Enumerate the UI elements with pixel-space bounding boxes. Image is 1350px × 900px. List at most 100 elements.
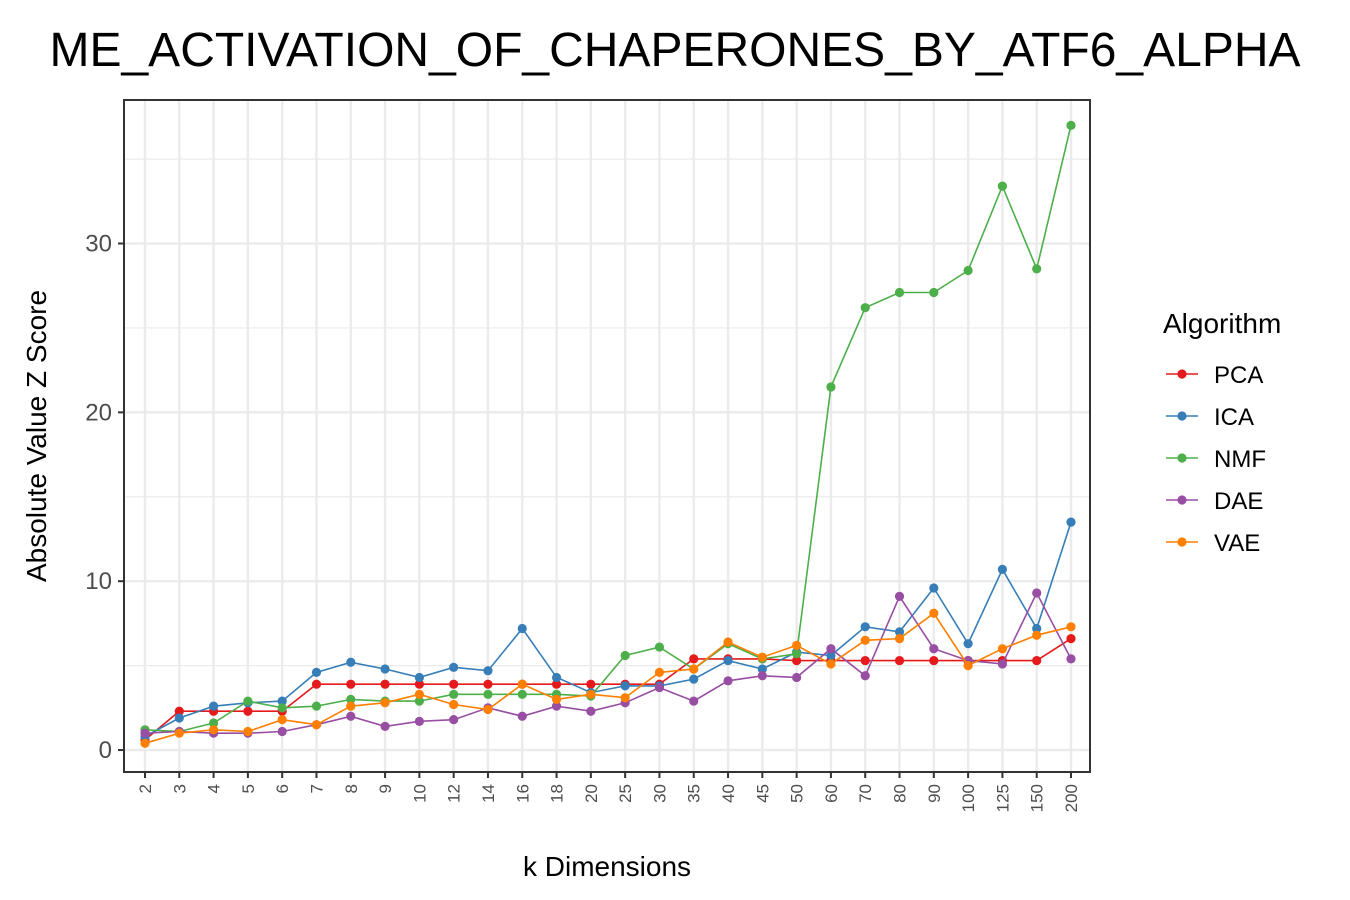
data-point-dae [586, 706, 596, 716]
legend-title: Algorithm [1163, 308, 1281, 339]
x-tick-label: 18 [548, 784, 567, 803]
x-axis-title: k Dimensions [523, 851, 691, 882]
x-tick-label: 45 [753, 784, 772, 803]
legend-key-point-dae [1177, 495, 1187, 505]
x-tick-label: 70 [856, 784, 875, 803]
data-point-dae [654, 682, 665, 693]
data-point-vae [757, 652, 767, 662]
data-point-nmf [929, 287, 939, 298]
data-point-ica [449, 662, 459, 672]
legend: Algorithm PCA ICA NMF DAE VAE [1163, 308, 1281, 557]
x-tick-label: 90 [925, 784, 944, 803]
data-point-pca [689, 654, 699, 664]
data-point-pca [586, 679, 596, 689]
data-point-nmf [243, 696, 253, 706]
data-point-ica [757, 664, 767, 674]
data-point-vae [792, 640, 802, 650]
data-point-nmf [1032, 264, 1042, 274]
data-point-nmf [826, 382, 836, 392]
legend-item-dae: DAE [1166, 488, 1263, 515]
data-point-dae [277, 726, 287, 737]
data-point-vae [140, 738, 150, 748]
data-point-dae [140, 728, 150, 738]
series-layer [140, 120, 1076, 748]
data-point-nmf [414, 696, 424, 706]
data-point-pca [483, 679, 493, 689]
data-point-ica [517, 623, 527, 634]
x-tick-label: 16 [513, 784, 532, 803]
data-point-vae [963, 661, 973, 671]
data-point-dae [551, 701, 562, 711]
data-point-ica [483, 666, 493, 676]
data-point-nmf [997, 181, 1008, 191]
data-point-nmf [963, 265, 973, 276]
y-tick-label: 0 [99, 737, 112, 764]
data-point-dae [517, 711, 527, 721]
legend-label-pca: PCA [1214, 362, 1263, 389]
series-dae [140, 588, 1076, 738]
x-tick-label: 50 [788, 784, 807, 803]
data-point-vae [620, 693, 630, 703]
plot-panel [124, 100, 1090, 772]
data-point-vae [723, 637, 733, 647]
series-vae [140, 608, 1076, 748]
data-point-nmf [346, 694, 356, 704]
x-tick-label: 3 [170, 784, 189, 793]
x-tick-label: 12 [445, 784, 464, 803]
data-point-ica [1032, 623, 1042, 634]
series-line-ica [144, 521, 1072, 738]
data-point-nmf [449, 689, 459, 699]
legend-label-dae: DAE [1214, 488, 1263, 515]
chart-title: ME_ACTIVATION_OF_CHAPERONES_BY_ATF6_ALPH… [49, 24, 1300, 77]
data-point-vae [826, 659, 836, 669]
data-point-pca [414, 679, 424, 689]
data-point-pca [174, 706, 184, 716]
series-line-dae [144, 591, 1072, 735]
data-point-vae [551, 694, 562, 704]
data-point-pca [449, 679, 459, 689]
data-point-vae [689, 664, 699, 674]
data-point-ica [1066, 517, 1076, 527]
data-point-vae [1066, 622, 1076, 632]
legend-label-vae: VAE [1214, 530, 1260, 557]
x-tick-label: 80 [891, 784, 910, 803]
x-tick-label: 25 [616, 784, 635, 803]
data-point-dae [689, 696, 699, 706]
y-tick-label: 30 [85, 231, 112, 258]
x-tick-label: 5 [239, 784, 258, 793]
series-line-vae [144, 612, 1072, 745]
data-point-vae [380, 698, 390, 708]
x-tick-label: 40 [719, 784, 738, 803]
data-point-nmf [792, 649, 802, 659]
data-point-ica [380, 664, 390, 674]
data-point-ica [689, 674, 699, 684]
data-point-nmf [860, 303, 870, 313]
plot-border [123, 99, 1091, 773]
data-point-nmf [311, 701, 322, 711]
data-point-nmf [894, 287, 905, 298]
data-point-pca [929, 655, 939, 666]
data-point-vae [929, 608, 939, 618]
x-tick-label: 8 [342, 784, 361, 793]
data-point-dae [997, 659, 1008, 669]
y-axis-title: Absolute Value Z Score [21, 290, 52, 582]
data-point-vae [243, 726, 253, 737]
data-point-ica [311, 667, 322, 677]
data-point-nmf [277, 703, 287, 713]
data-point-dae [449, 715, 459, 725]
x-tick-label: 20 [582, 784, 601, 803]
data-point-vae [174, 728, 184, 738]
data-point-dae [792, 672, 802, 683]
x-tick-label: 60 [822, 784, 841, 803]
data-point-dae [1066, 654, 1076, 664]
x-tick-label: 2 [136, 784, 155, 793]
data-point-ica [963, 639, 973, 649]
x-tick-label: 6 [273, 784, 292, 793]
data-point-nmf [654, 642, 665, 652]
data-point-pca [346, 679, 356, 689]
data-point-vae [414, 689, 424, 699]
data-point-vae [483, 704, 493, 715]
data-point-ica [208, 701, 219, 711]
y-tick-label: 10 [85, 568, 112, 595]
